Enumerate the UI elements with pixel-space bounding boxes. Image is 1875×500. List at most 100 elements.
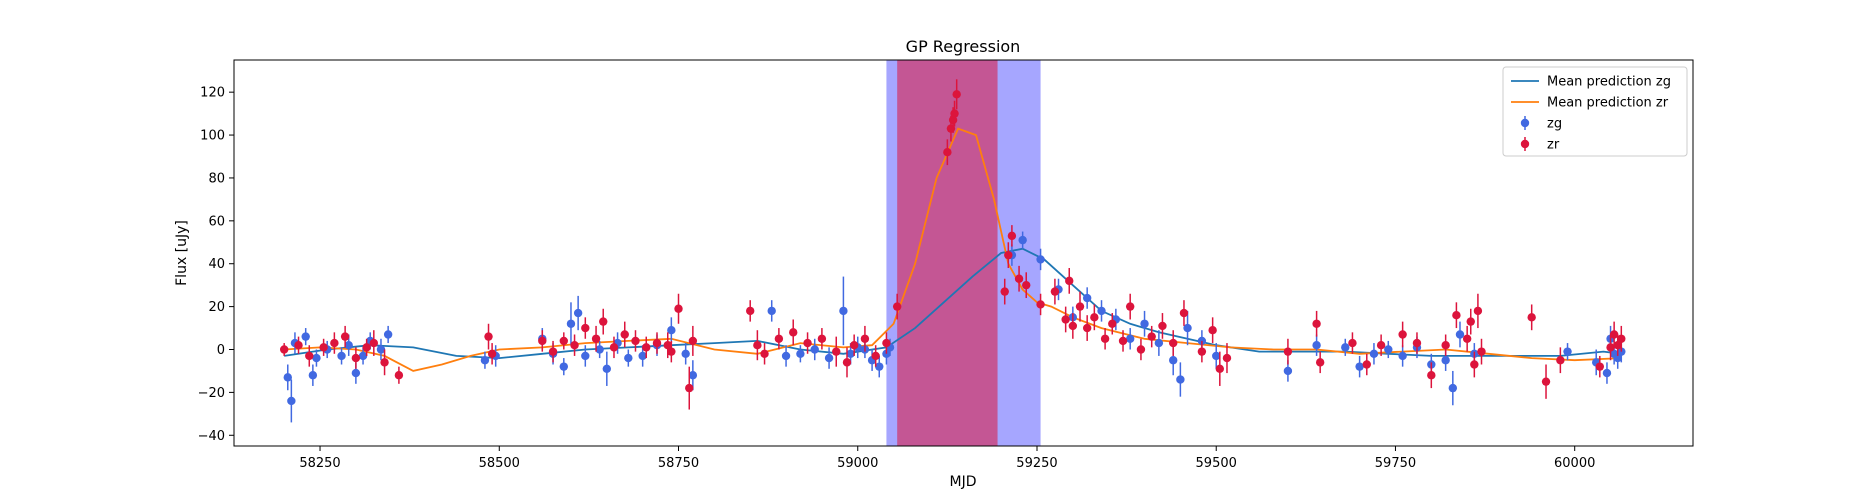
point-zr xyxy=(1595,362,1604,371)
point-zr xyxy=(330,338,339,348)
highlight-spans xyxy=(886,60,1041,446)
axes-frame xyxy=(233,59,1694,447)
plot-area xyxy=(279,79,1626,423)
point-zr xyxy=(674,304,683,313)
point-zg xyxy=(1018,235,1027,245)
point-zr xyxy=(803,338,812,348)
point-zr xyxy=(394,371,404,380)
point-zg xyxy=(846,349,855,358)
point-zr xyxy=(1613,341,1622,350)
point-zg xyxy=(595,345,604,354)
legend-box xyxy=(1502,66,1688,157)
point-zg xyxy=(667,326,676,335)
x-tick-label: 59500 xyxy=(1196,456,1237,471)
chart-title: GP Regression xyxy=(906,37,1021,56)
point-zr xyxy=(663,341,672,350)
legend: Mean prediction zg Mean prediction zr zg zr xyxy=(1502,66,1688,157)
point-zg xyxy=(602,364,612,373)
point-zg xyxy=(1212,351,1221,361)
point-zr xyxy=(1348,338,1357,348)
legend-label: Mean prediction zr xyxy=(1547,96,1669,111)
point-zg xyxy=(1384,345,1393,354)
point-zg xyxy=(1398,351,1407,361)
point-zr xyxy=(1617,334,1626,343)
point-zr xyxy=(1315,358,1325,367)
point-zg xyxy=(566,319,576,328)
point-zg xyxy=(383,330,393,339)
point-zr xyxy=(559,336,568,346)
point-zr xyxy=(760,349,769,358)
point-zg xyxy=(358,351,368,361)
point-zg xyxy=(781,351,791,361)
span-zr xyxy=(897,60,998,446)
point-zr xyxy=(1466,317,1475,326)
point-zr xyxy=(620,330,629,339)
legend-label: Mean prediction zg xyxy=(1547,75,1671,90)
point-zg xyxy=(1140,319,1149,328)
x-tick-label: 59250 xyxy=(1016,456,1057,471)
point-zr xyxy=(369,338,379,348)
point-zg xyxy=(287,396,296,406)
point-zr xyxy=(305,351,314,361)
point-zr xyxy=(599,317,608,326)
x-tick-label: 58250 xyxy=(299,456,340,471)
point-zr xyxy=(1541,377,1551,386)
point-zr xyxy=(950,109,959,118)
x-tick-label: 58750 xyxy=(658,456,699,471)
point-zr xyxy=(789,328,798,337)
point-zr xyxy=(1376,341,1386,350)
point-zg xyxy=(1036,255,1045,264)
point-zg xyxy=(337,351,346,361)
point-zr xyxy=(351,353,361,363)
point-zr xyxy=(817,334,827,343)
y-axis-ticks: −40 −20 0 20 40 60 80 100 120 xyxy=(198,86,234,444)
y-tick-label: 60 xyxy=(208,214,225,229)
y-tick-label: 20 xyxy=(208,300,225,315)
point-zr xyxy=(1007,231,1017,241)
y-tick-label: −40 xyxy=(198,429,225,444)
point-zr xyxy=(1090,313,1099,322)
point-zg xyxy=(1369,349,1379,358)
point-zr xyxy=(1022,280,1031,290)
point-zr xyxy=(1470,360,1479,369)
point-zr xyxy=(1312,319,1321,328)
point-zr xyxy=(340,332,350,341)
point-zg xyxy=(1154,338,1164,348)
point-zg xyxy=(308,371,318,380)
point-zr xyxy=(1108,319,1117,328)
point-zg xyxy=(1355,362,1364,371)
point-zr xyxy=(1208,326,1217,335)
y-axis-label: Flux [uJy] xyxy=(174,220,190,286)
point-zr xyxy=(362,343,371,352)
point-zr xyxy=(484,332,493,341)
y-tick-label: 40 xyxy=(208,257,225,272)
point-zr xyxy=(487,349,497,358)
point-zr xyxy=(1556,356,1565,365)
point-zg xyxy=(1448,383,1458,393)
point-zg xyxy=(344,341,353,350)
point-zr xyxy=(832,347,841,356)
point-zr xyxy=(570,341,579,350)
point-zr xyxy=(1169,338,1178,348)
point-zr xyxy=(591,334,601,343)
point-zr xyxy=(1412,338,1422,348)
x-tick-label: 59750 xyxy=(1375,456,1416,471)
point-zr xyxy=(1050,287,1060,296)
point-zr xyxy=(1527,313,1536,322)
point-zr xyxy=(1082,323,1092,333)
point-zr xyxy=(1000,287,1009,296)
x-axis-label: MJD xyxy=(950,474,977,490)
point-zg xyxy=(283,373,292,382)
point-zg xyxy=(1312,341,1321,350)
legend-point-swatch xyxy=(1520,139,1530,149)
y-tick-label: 80 xyxy=(208,171,225,186)
x-tick-label: 60000 xyxy=(1554,456,1595,471)
point-zg xyxy=(875,362,884,371)
point-zg xyxy=(638,351,647,361)
point-zr xyxy=(1427,371,1436,380)
point-zg xyxy=(1563,347,1572,356)
point-zg xyxy=(810,345,819,354)
series-zr xyxy=(279,79,1626,410)
point-zr xyxy=(1362,360,1371,369)
point-zr xyxy=(1609,330,1619,339)
